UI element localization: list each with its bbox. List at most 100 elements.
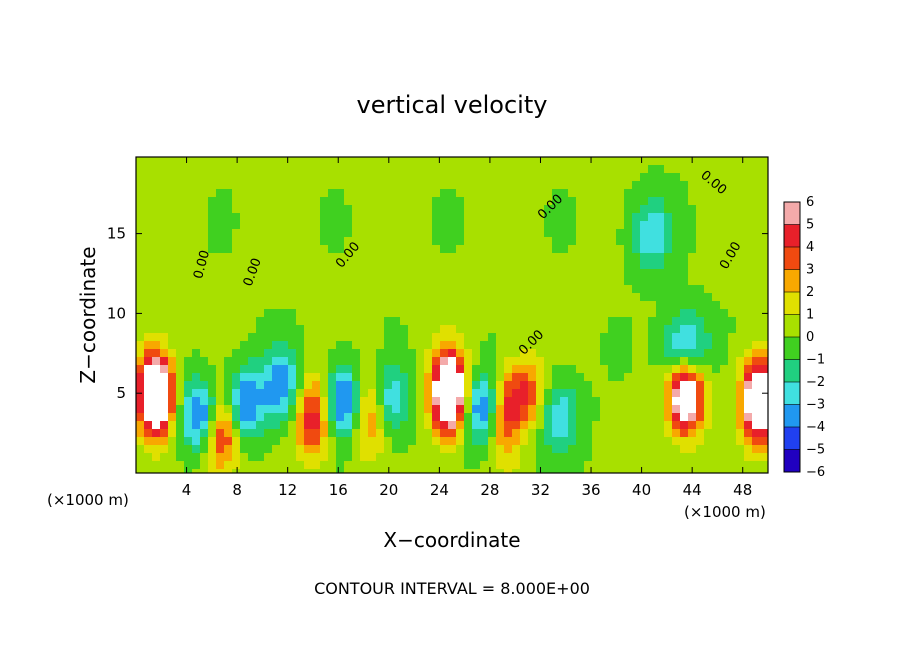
field-cell — [552, 333, 561, 342]
field-cell — [368, 421, 377, 430]
field-cell — [224, 285, 233, 294]
field-cell — [728, 373, 737, 382]
field-cell — [408, 373, 417, 382]
field-cell — [576, 445, 585, 454]
field-cell — [568, 461, 577, 470]
field-cell — [648, 181, 657, 190]
field-cell — [576, 421, 585, 430]
field-cell — [616, 213, 625, 222]
field-cell — [152, 397, 161, 406]
field-cell — [184, 181, 193, 190]
field-cell — [296, 373, 305, 382]
field-cell — [560, 253, 569, 262]
field-cell — [304, 389, 313, 398]
field-cell — [552, 285, 561, 294]
field-cell — [432, 253, 441, 262]
field-cell — [392, 229, 401, 238]
field-cell — [576, 317, 585, 326]
field-cell — [512, 469, 521, 473]
field-cell — [664, 245, 673, 254]
field-cell — [752, 373, 761, 382]
field-cell — [616, 405, 625, 414]
field-cell — [472, 253, 481, 262]
field-cell — [288, 213, 297, 222]
field-cell — [448, 261, 457, 270]
field-cell — [368, 293, 377, 302]
field-cell — [736, 229, 745, 238]
field-cell — [496, 269, 505, 278]
field-cell — [216, 229, 225, 238]
x-tick-label: 4 — [182, 481, 192, 499]
field-cell — [736, 445, 745, 454]
field-cell — [736, 237, 745, 246]
field-cell — [464, 445, 473, 454]
field-cell — [640, 253, 649, 262]
field-cell — [464, 429, 473, 438]
field-cell — [160, 269, 169, 278]
field-cell — [744, 325, 753, 334]
field-cell — [392, 189, 401, 198]
colorbar-label: 2 — [806, 285, 814, 300]
field-cell — [520, 253, 529, 262]
field-cell — [144, 197, 153, 206]
field-cell — [240, 309, 249, 318]
field-cell — [592, 405, 601, 414]
field-cell — [288, 397, 297, 406]
field-cell — [272, 357, 281, 366]
field-cell — [520, 373, 529, 382]
field-cell — [616, 165, 625, 174]
field-cell — [744, 437, 753, 446]
field-cell — [464, 405, 473, 414]
field-cell — [584, 173, 593, 182]
field-cell — [248, 413, 257, 422]
field-cell — [440, 285, 449, 294]
field-cell — [320, 373, 329, 382]
field-cell — [256, 445, 265, 454]
field-cell — [416, 269, 425, 278]
field-cell — [536, 173, 545, 182]
field-cell — [288, 365, 297, 374]
field-cell — [504, 349, 513, 358]
field-cell — [152, 389, 161, 398]
field-cell — [728, 277, 737, 286]
field-cell — [312, 349, 321, 358]
field-cell — [256, 461, 265, 470]
field-cell — [584, 413, 593, 422]
field-cell — [224, 229, 233, 238]
field-cell — [552, 301, 561, 310]
field-cell — [360, 301, 369, 310]
field-cell — [336, 405, 345, 414]
field-cell — [424, 221, 433, 230]
field-cell — [160, 245, 169, 254]
field-cell — [224, 469, 233, 473]
field-cell — [448, 253, 457, 262]
field-cell — [168, 157, 177, 166]
field-cell — [576, 341, 585, 350]
field-cell — [264, 181, 273, 190]
field-cell — [704, 397, 713, 406]
field-cell — [552, 205, 561, 214]
field-cell — [432, 325, 441, 334]
field-cell — [432, 205, 441, 214]
field-cell — [184, 469, 193, 473]
field-cell — [264, 205, 273, 214]
field-cell — [256, 325, 265, 334]
field-cell — [600, 373, 609, 382]
field-cell — [464, 293, 473, 302]
field-cell — [216, 453, 225, 462]
field-cell — [152, 373, 161, 382]
field-cell — [336, 293, 345, 302]
field-cell — [592, 461, 601, 470]
field-cell — [224, 245, 233, 254]
field-cell — [480, 189, 489, 198]
field-cell — [296, 205, 305, 214]
field-cell — [216, 293, 225, 302]
field-cell — [152, 325, 161, 334]
field-cell — [488, 269, 497, 278]
field-cell — [656, 325, 665, 334]
field-cell — [352, 373, 361, 382]
field-cell — [360, 365, 369, 374]
field-cell — [264, 301, 273, 310]
field-cell — [648, 189, 657, 198]
field-cell — [728, 389, 737, 398]
